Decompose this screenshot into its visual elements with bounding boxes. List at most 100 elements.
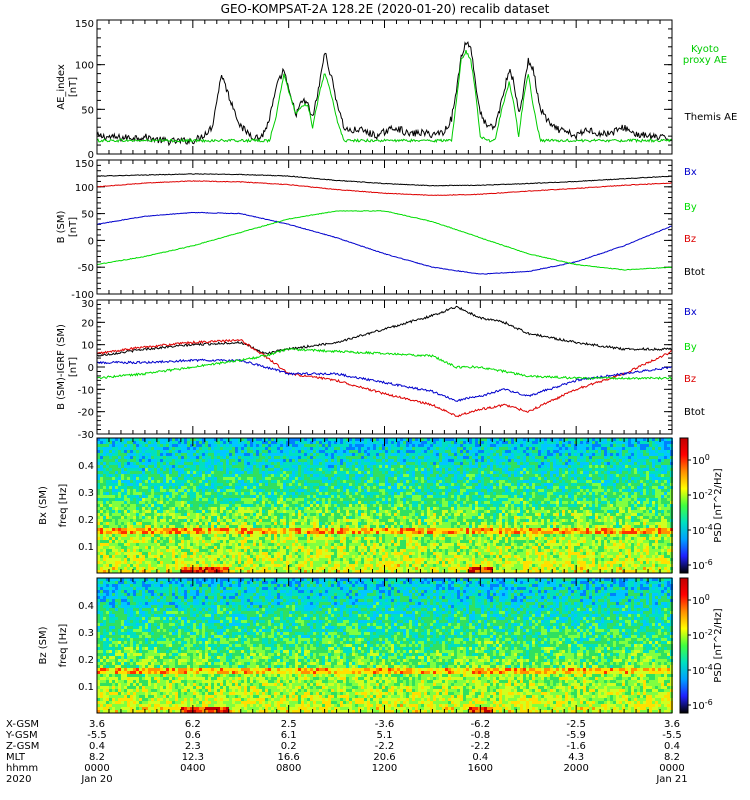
spectrogram-cell	[601, 492, 604, 495]
spectrogram-cell	[175, 450, 178, 453]
spectrogram-cell	[529, 453, 532, 456]
spectrogram-cell	[475, 450, 478, 453]
spectrogram-cell	[637, 486, 640, 489]
spectrogram-cell	[604, 459, 607, 462]
spectrogram-cell	[226, 474, 229, 477]
spectrogram-cell	[637, 438, 640, 441]
spectrogram-cell	[301, 486, 304, 489]
spectrogram-cell	[103, 489, 106, 492]
spectrogram-cell	[400, 501, 403, 504]
spectrogram-cell	[196, 444, 199, 447]
spectrogram-cell	[490, 438, 493, 441]
spectrogram-cell	[553, 489, 556, 492]
spectrogram-cell	[466, 444, 469, 447]
spectrogram-cell	[448, 486, 451, 489]
series-line-by	[97, 210, 672, 271]
spectrogram-cell	[316, 501, 319, 504]
spectrogram-cell	[589, 498, 592, 501]
spectrogram-cell	[154, 450, 157, 453]
spectrogram-cell	[439, 450, 442, 453]
spectrogram-cell	[454, 495, 457, 498]
spectrogram-cell	[667, 495, 670, 498]
spectrogram-cell	[529, 438, 532, 441]
spectrogram-cell	[541, 444, 544, 447]
spectrogram-cell	[163, 468, 166, 471]
spectrogram-cell	[328, 438, 331, 441]
spectrogram-cell	[340, 450, 343, 453]
spectrogram-cell	[367, 486, 370, 489]
spectrogram-cell	[649, 480, 652, 483]
spectrogram-cell	[385, 441, 388, 444]
spectrogram-cell	[412, 471, 415, 474]
spectrogram-cell	[184, 462, 187, 465]
spectrogram-cell	[355, 474, 358, 477]
spectrogram-cell	[259, 480, 262, 483]
spectrogram-cell	[433, 501, 436, 504]
spectrogram-cell	[544, 444, 547, 447]
spectrogram-cell	[649, 477, 652, 480]
spectrogram-cell	[229, 480, 232, 483]
spectrogram-cell	[142, 489, 145, 492]
spectrogram-cell	[277, 453, 280, 456]
spectrogram-cell	[226, 495, 229, 498]
spectrogram-cell	[280, 477, 283, 480]
spectrogram-cell	[277, 468, 280, 471]
spectrogram-cell	[400, 504, 403, 507]
spectrogram-cell	[559, 486, 562, 489]
spectrogram-cell	[595, 486, 598, 489]
spectrogram-cell	[664, 462, 667, 465]
spectrogram-cell	[97, 486, 100, 489]
spectrogram-cell	[166, 504, 169, 507]
spectrogram-cell	[103, 474, 106, 477]
spectrogram-cell	[583, 492, 586, 495]
spectrogram-cell	[313, 459, 316, 462]
spectrogram-cell	[280, 465, 283, 468]
spectrogram-cell	[139, 456, 142, 459]
spectrogram-cell	[628, 450, 631, 453]
spectrogram-cell	[559, 495, 562, 498]
spectrogram-cell	[295, 492, 298, 495]
spectrogram-cell	[592, 504, 595, 507]
spectrogram-cell	[511, 483, 514, 486]
spectrogram-cell	[442, 492, 445, 495]
spectrogram-cell	[295, 474, 298, 477]
spectrogram-cell	[391, 462, 394, 465]
spectrogram-cell	[190, 471, 193, 474]
spectrogram-cell	[523, 483, 526, 486]
spectrogram-cell	[649, 465, 652, 468]
spectrogram-cell	[187, 471, 190, 474]
spectrogram-cell	[577, 471, 580, 474]
spectrogram-cell	[229, 468, 232, 471]
spectrogram-cell	[355, 456, 358, 459]
spectrogram-cell	[598, 444, 601, 447]
spectrogram-cell	[577, 468, 580, 471]
spectrogram-cell	[592, 498, 595, 501]
spectrogram-cell	[367, 477, 370, 480]
spectrogram-cell	[634, 465, 637, 468]
spectrogram-cell	[511, 495, 514, 498]
spectrogram-cell	[418, 450, 421, 453]
spectrogram-cell	[622, 465, 625, 468]
spectrogram-cell	[181, 504, 184, 507]
series-line-by	[97, 347, 672, 381]
spectrogram-cell	[100, 444, 103, 447]
spectrogram-cell	[205, 450, 208, 453]
spectrogram-cell	[403, 468, 406, 471]
spectrogram-cell	[202, 459, 205, 462]
spectrogram-cell	[334, 441, 337, 444]
spectrogram-cell	[361, 492, 364, 495]
spectrogram-cell	[214, 459, 217, 462]
spectrogram-cell	[223, 459, 226, 462]
spectrogram-cell	[241, 495, 244, 498]
spectrogram-cell	[184, 447, 187, 450]
spectrogram-cell	[601, 465, 604, 468]
spectrogram-cell	[562, 450, 565, 453]
spectrogram-cell	[241, 504, 244, 507]
spectrogram-cell	[445, 498, 448, 501]
spectrogram-cell	[586, 498, 589, 501]
spectrogram-cell	[118, 462, 121, 465]
spectrogram-cell	[157, 465, 160, 468]
spectrogram-cell	[283, 441, 286, 444]
spectrogram-cell	[286, 456, 289, 459]
spectrogram-cell	[628, 498, 631, 501]
